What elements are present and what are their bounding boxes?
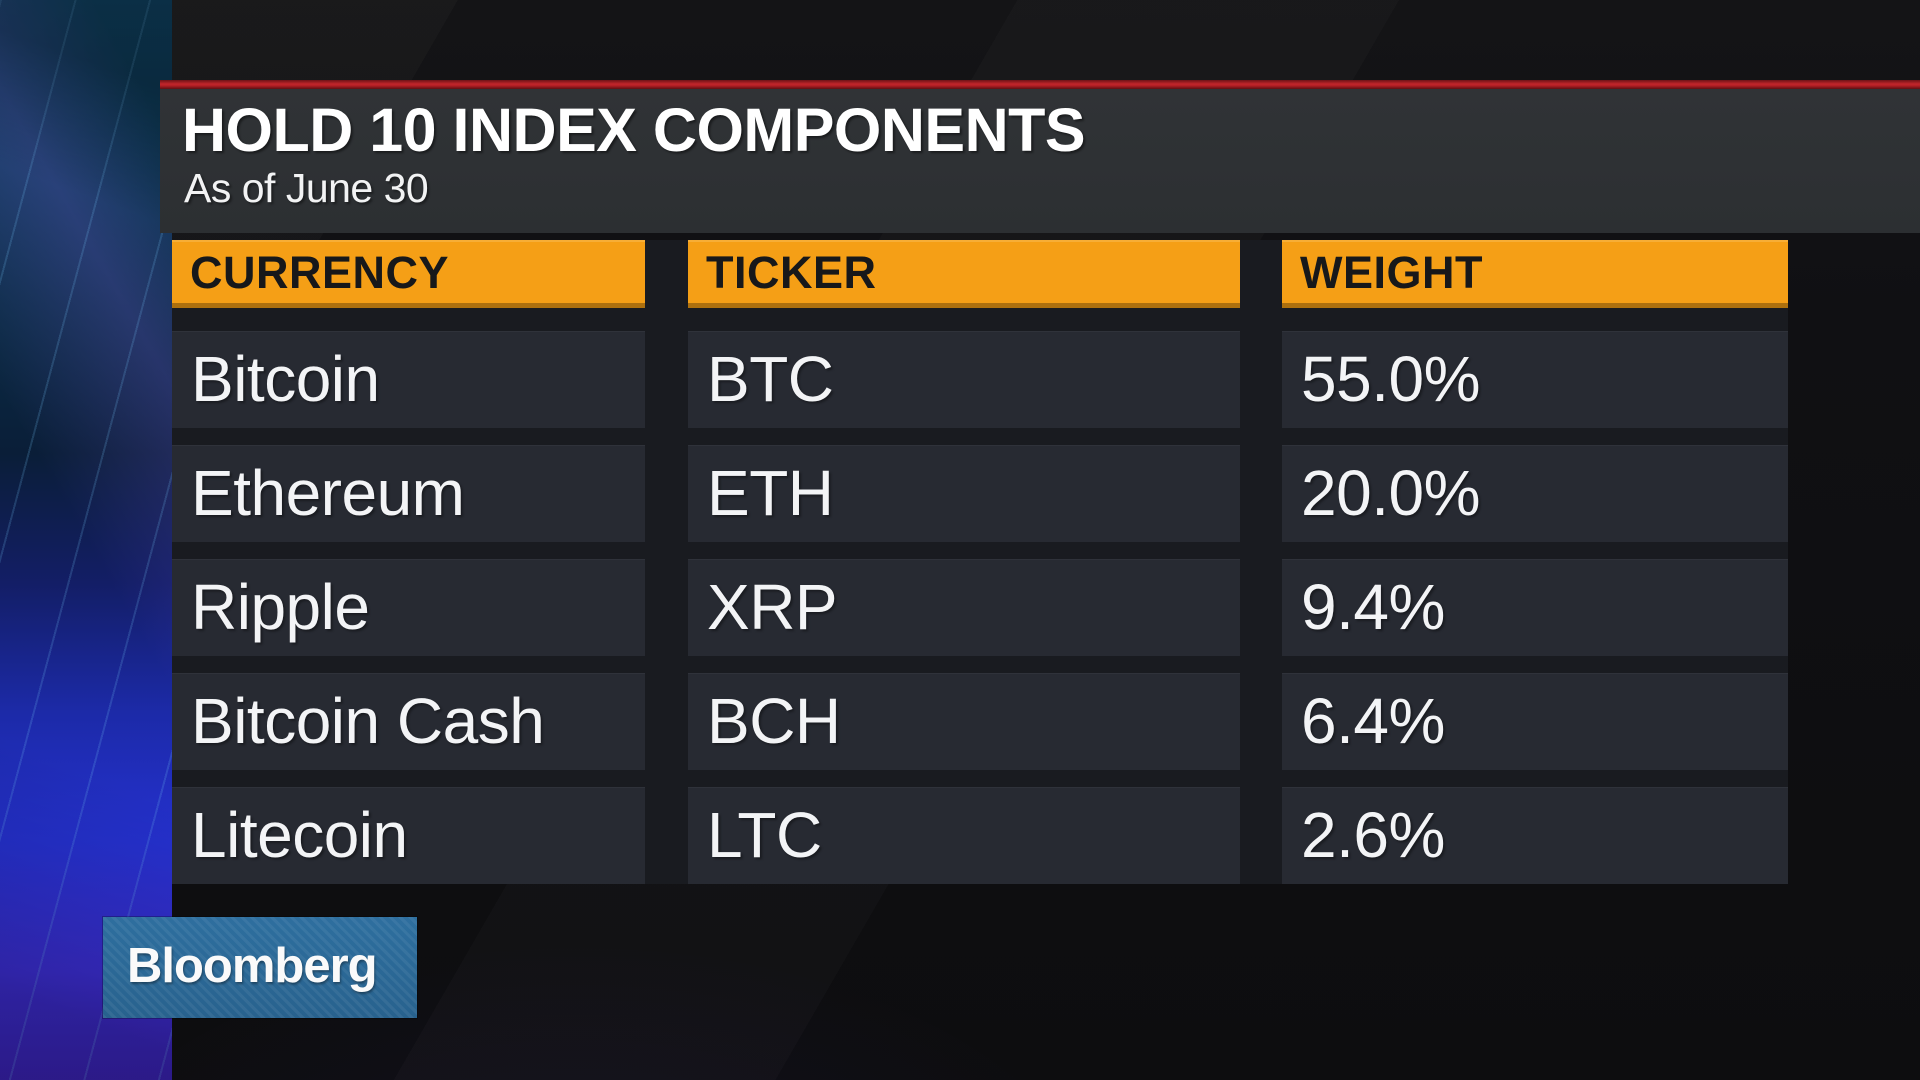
- table-cell-currency: Ripple: [172, 559, 645, 656]
- table-cell-currency: Litecoin: [172, 787, 645, 884]
- table-cell-ticker: BCH: [688, 673, 1240, 770]
- table-cell-ticker: LTC: [688, 787, 1240, 884]
- table-cell-weight: 9.4%: [1282, 559, 1788, 656]
- table-cell-weight: 55.0%: [1282, 331, 1788, 428]
- page-subtitle: As of June 30: [184, 165, 429, 211]
- table-cell-currency: Bitcoin Cash: [172, 673, 645, 770]
- table-cell-currency: Ethereum: [172, 445, 645, 542]
- title-banner: HOLD 10 INDEX COMPONENTS As of June 30: [160, 89, 1920, 233]
- studio-background-left: [0, 0, 172, 1080]
- bloomberg-logo-text: Bloomberg: [127, 938, 378, 993]
- bloomberg-logo: Bloomberg: [103, 917, 417, 1018]
- page-title: HOLD 10 INDEX COMPONENTS: [182, 96, 1086, 164]
- column-header-weight: WEIGHT: [1282, 240, 1788, 308]
- table-cell-ticker: ETH: [688, 445, 1240, 542]
- column-header-currency: CURRENCY: [172, 240, 645, 308]
- red-accent-rule: [160, 80, 1920, 89]
- table-cell-currency: Bitcoin: [172, 331, 645, 428]
- column-header-ticker: TICKER: [688, 240, 1240, 308]
- table-cell-weight: 2.6%: [1282, 787, 1788, 884]
- table-cell-ticker: BTC: [688, 331, 1240, 428]
- table-cell-ticker: XRP: [688, 559, 1240, 656]
- table-cell-weight: 6.4%: [1282, 673, 1788, 770]
- table-cell-weight: 20.0%: [1282, 445, 1788, 542]
